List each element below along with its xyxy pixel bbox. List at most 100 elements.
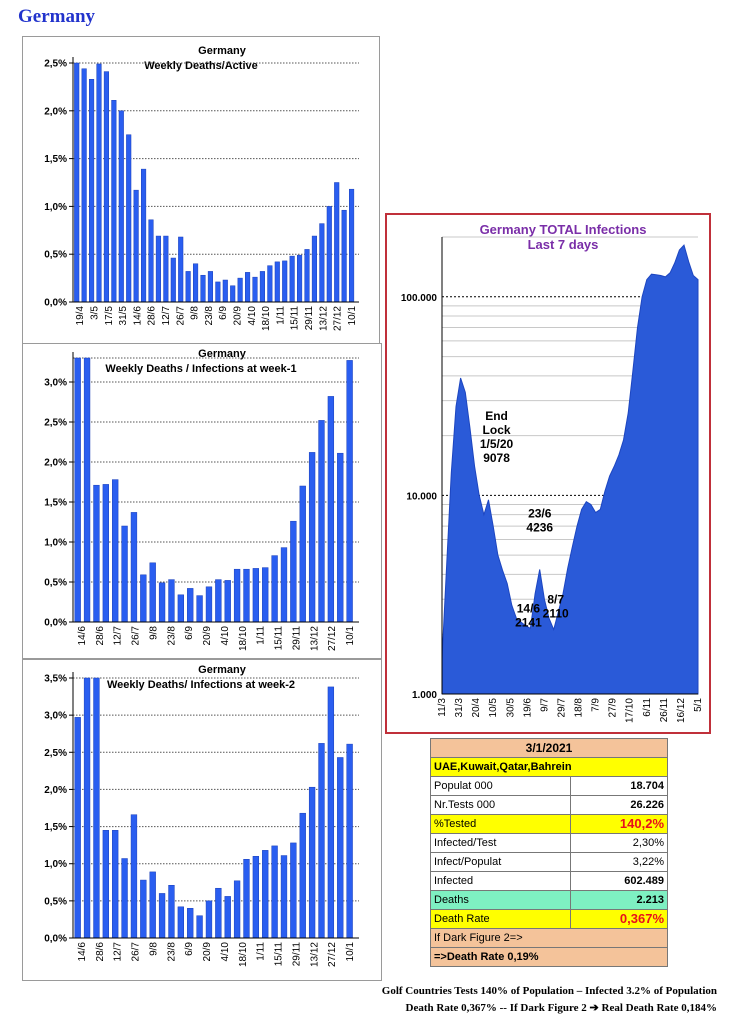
x-tick-label: 11/3 [437,698,448,717]
x-tick-label: 14/6 [132,306,143,326]
bar [130,814,138,939]
bar [349,188,355,303]
bar [118,110,124,303]
footnote-line1: Golf Countries Tests 140% of Population … [381,985,717,997]
bar [140,879,147,939]
y-tick-label: 3,0% [44,711,67,722]
x-tick-label: 6/9 [184,942,195,956]
x-tick-label: 9/7 [539,698,550,712]
y-tick-label: 0,0% [44,298,67,309]
y-tick-label: 2,0% [44,458,67,469]
x-tick-label: 1/11 [275,306,286,325]
bar [311,235,317,303]
bar [111,100,117,303]
bar [205,900,213,939]
x-tick-label: 9/8 [190,306,201,320]
infections-area [441,244,699,695]
chart-3-title: Germany [198,664,247,676]
y-tick-label: 0,0% [44,934,67,945]
chart-4-title: Germany TOTAL Infections [480,222,647,237]
bar [243,859,250,939]
x-tick-label: 27/12 [327,942,338,967]
bar [74,717,81,939]
chart-2-title: Germany [198,348,247,360]
annotation-text: 9078 [483,451,510,465]
x-tick-label: 29/11 [291,626,302,651]
x-tick-label: 31/3 [454,698,465,718]
chart-weekly-deaths-active: Germany Weekly Deaths/Active 0,0% 0,5% 1,0% 1… [22,36,380,346]
x-tick-label: 28/6 [95,626,106,646]
bar [158,582,166,623]
x-tick-label: 9/8 [148,626,159,640]
y-tick-label: 2,0% [44,785,67,796]
y-tick-label: 2,0% [44,106,67,117]
bar [193,263,199,303]
bar [141,168,147,303]
stats-tests-value: 26.226 [570,795,668,815]
x-tick-label: 10/5 [488,698,499,718]
bar [230,285,236,303]
bar [297,254,303,303]
bar [290,520,297,623]
bar [222,279,228,303]
y-tick-label: 1,5% [44,154,67,165]
bar [289,255,295,303]
bar [245,272,251,303]
bar [187,588,194,623]
stats-inf-test-value: 2,30% [570,833,668,853]
bar [334,182,340,303]
bar [121,858,128,939]
bar [83,357,91,623]
bar [74,62,80,303]
bar [170,257,176,303]
x-tick-label: 1/11 [256,942,267,961]
bar [290,842,297,939]
x-tick-label: 4/10 [220,626,231,646]
bar [177,594,184,623]
x-tick-label: 28/6 [95,942,106,962]
chart-2-svg: Germany Weekly Deaths / Infections at wee… [44,348,359,651]
chart-3-subtitle: Weekly Deaths/ Infections at week-2 [107,679,295,691]
y-tick-label: 1,5% [44,498,67,509]
x-tick-label: 10/1 [345,626,356,646]
bar [196,595,203,623]
bar [103,71,109,303]
x-tick-label: 19/6 [522,698,533,718]
chart-4-subtitle: Last 7 days [528,237,599,252]
bar [168,885,175,939]
x-tick-label: 5/1 [693,698,704,712]
bar [187,908,194,939]
bar [252,856,260,939]
bar [83,677,91,939]
bar [346,360,353,623]
x-tick-label: 17/5 [104,306,115,326]
bar [282,260,288,303]
x-tick-label: 29/11 [291,942,302,967]
footnote-line2: Death Rate 0,367% -- If Dark Figure 2 ➔ … [405,1002,717,1014]
x-tick-label: 23/8 [166,626,177,646]
bar [262,850,269,939]
x-tick-label: 13/12 [318,306,329,331]
chart-1-svg: Germany Weekly Deaths/Active 0,0% 0,5% 1,0% 1… [44,45,359,331]
stats-countries: UAE,Kuwait,Qatar,Bahrein [430,757,668,777]
y-tick-label: 3,0% [44,378,67,389]
bar [112,830,119,939]
chart-weekly-deaths-infections-week2: Germany Weekly Deaths/ Infections at week… [22,659,382,981]
bar [308,452,316,623]
bar [243,568,250,623]
x-tick-label: 27/12 [333,306,344,331]
annotation-text: Lock [483,423,511,437]
annotation-text: End [485,409,508,423]
bar [271,555,278,623]
stats-infected-value: 602.489 [570,871,668,891]
y-tick-label: 2,5% [44,59,67,70]
x-tick-label: 3/5 [89,306,100,320]
x-tick-label: 14/6 [77,942,88,962]
stats-infected-label: Infected [429,871,572,891]
bar [233,568,241,623]
x-tick-label: 28/6 [147,306,158,326]
x-tick-label: 19/4 [75,306,86,326]
x-tick-label: 4/10 [247,306,258,326]
bar [200,274,206,303]
chart-total-infections: Germany TOTAL Infections Last 7 days 1.000… [385,213,711,734]
